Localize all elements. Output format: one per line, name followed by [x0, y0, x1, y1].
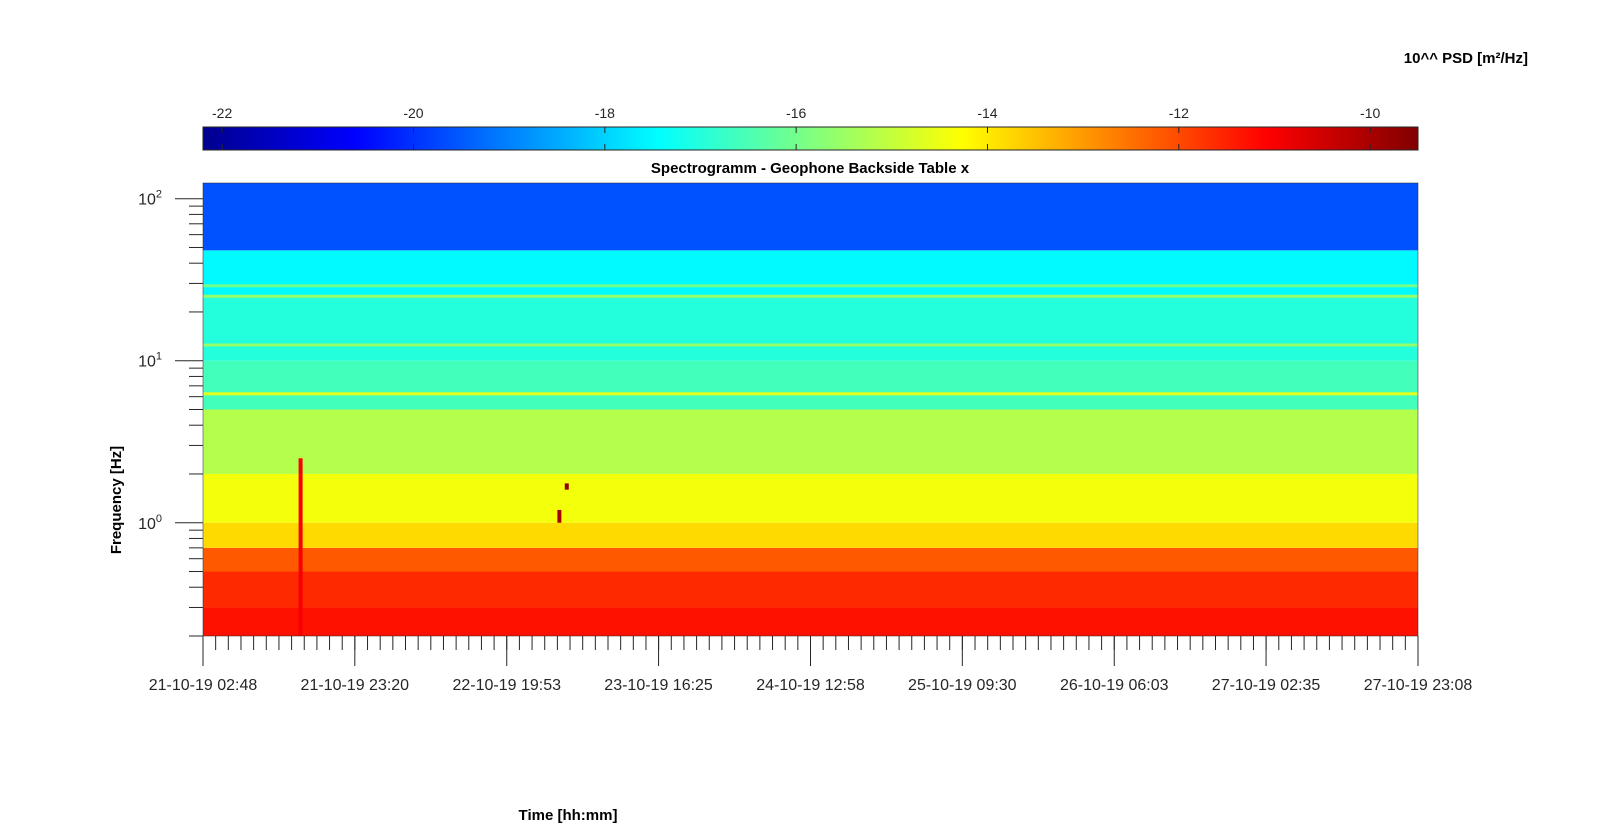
x-tick-label: 25-10-19 09:30	[908, 677, 1017, 694]
chart-title: Spectrogramm - Geophone Backside Table x	[651, 160, 970, 177]
psd-band	[203, 250, 1418, 297]
psd-band	[203, 547, 1418, 572]
x-tick-label: 21-10-19 23:20	[301, 677, 410, 694]
psd-band	[203, 607, 1418, 636]
x-tick-label: 27-10-19 23:08	[1364, 677, 1473, 694]
colorbar-tick-label: -16	[786, 105, 806, 121]
y-tick-label: 101	[138, 351, 162, 371]
psd-line	[203, 284, 1418, 288]
psd-band	[203, 571, 1418, 608]
y-axis: 100 101 102	[138, 189, 203, 637]
x-tick-label: 22-10-19 19:53	[452, 677, 561, 694]
spectrogram-heatmap	[202, 182, 1419, 637]
colorbar-tick-label: -10	[1360, 105, 1380, 121]
x-tick-label: 23-10-19 16:25	[604, 677, 713, 694]
psd-band	[203, 296, 1418, 361]
x-tick-label: 26-10-19 06:03	[1060, 677, 1169, 694]
colorbar-tick-label: -20	[403, 105, 423, 121]
x-axis-label: Time [hh:mm]	[519, 807, 618, 824]
psd-event	[557, 509, 562, 523]
psd-line	[203, 392, 1418, 396]
colorbar-ticks: -22 -20 -18 -16 -14 -12 -10	[212, 105, 1380, 150]
colorbar: -22 -20 -18 -16 -14 -12 -10	[202, 105, 1419, 151]
x-tick-label: 21-10-19 02:48	[149, 677, 258, 694]
psd-line	[203, 343, 1418, 347]
y-tick-label: 100	[138, 513, 162, 533]
colorbar-tick-label: -18	[595, 105, 615, 121]
y-tick-label: 102	[138, 189, 162, 209]
y-axis-label: Frequency [Hz]	[108, 446, 125, 554]
x-tick-label: 24-10-19 12:58	[756, 677, 865, 694]
x-axis: 21-10-19 02:48 21-10-19 23:20 22-10-19 19:…	[149, 636, 1473, 694]
psd-event	[298, 458, 303, 636]
psd-band	[203, 473, 1418, 523]
colorbar-tick-label: -22	[212, 105, 232, 121]
psd-band	[203, 409, 1418, 474]
colorbar-label: 10^^ PSD [m²/Hz]	[1404, 50, 1528, 67]
x-tick-label: 27-10-19 02:35	[1212, 677, 1321, 694]
colorbar-gradient	[202, 126, 1419, 151]
psd-band	[203, 360, 1418, 410]
psd-event	[564, 483, 569, 490]
colorbar-tick-label: -14	[977, 105, 997, 121]
psd-band	[203, 522, 1418, 548]
colorbar-tick-label: -12	[1169, 105, 1189, 121]
spectrogram-plot-area: 100 101 102 21-10-19 02:48 21-10-19 23:20 22…	[138, 182, 1473, 694]
psd-band	[203, 183, 1418, 251]
psd-line	[203, 294, 1418, 298]
